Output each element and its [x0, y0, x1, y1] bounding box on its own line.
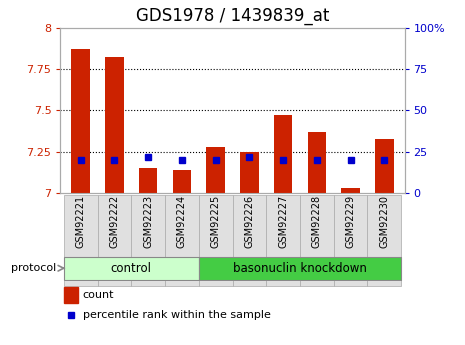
Text: basonuclin knockdown: basonuclin knockdown: [233, 262, 367, 275]
Bar: [274, 115, 292, 193]
FancyBboxPatch shape: [131, 195, 165, 286]
FancyBboxPatch shape: [266, 195, 300, 286]
Bar: [307, 132, 326, 193]
FancyBboxPatch shape: [199, 195, 232, 286]
Title: GDS1978 / 1439839_at: GDS1978 / 1439839_at: [136, 7, 329, 25]
Bar: [64, 287, 78, 303]
Text: count: count: [83, 290, 114, 300]
Bar: [173, 170, 191, 193]
FancyBboxPatch shape: [199, 257, 401, 280]
Text: protocol: protocol: [11, 263, 56, 273]
FancyBboxPatch shape: [334, 195, 367, 286]
Text: control: control: [111, 262, 152, 275]
Bar: [240, 152, 259, 193]
Bar: [105, 57, 124, 193]
Bar: [375, 139, 393, 193]
Bar: [139, 168, 158, 193]
FancyBboxPatch shape: [367, 195, 401, 286]
FancyBboxPatch shape: [165, 195, 199, 286]
Bar: [206, 147, 225, 193]
FancyBboxPatch shape: [98, 195, 131, 286]
Bar: [72, 49, 90, 193]
FancyBboxPatch shape: [64, 257, 199, 280]
FancyBboxPatch shape: [232, 195, 266, 286]
FancyBboxPatch shape: [300, 195, 334, 286]
Text: percentile rank within the sample: percentile rank within the sample: [83, 310, 271, 321]
FancyBboxPatch shape: [64, 195, 98, 286]
Bar: [341, 188, 360, 193]
